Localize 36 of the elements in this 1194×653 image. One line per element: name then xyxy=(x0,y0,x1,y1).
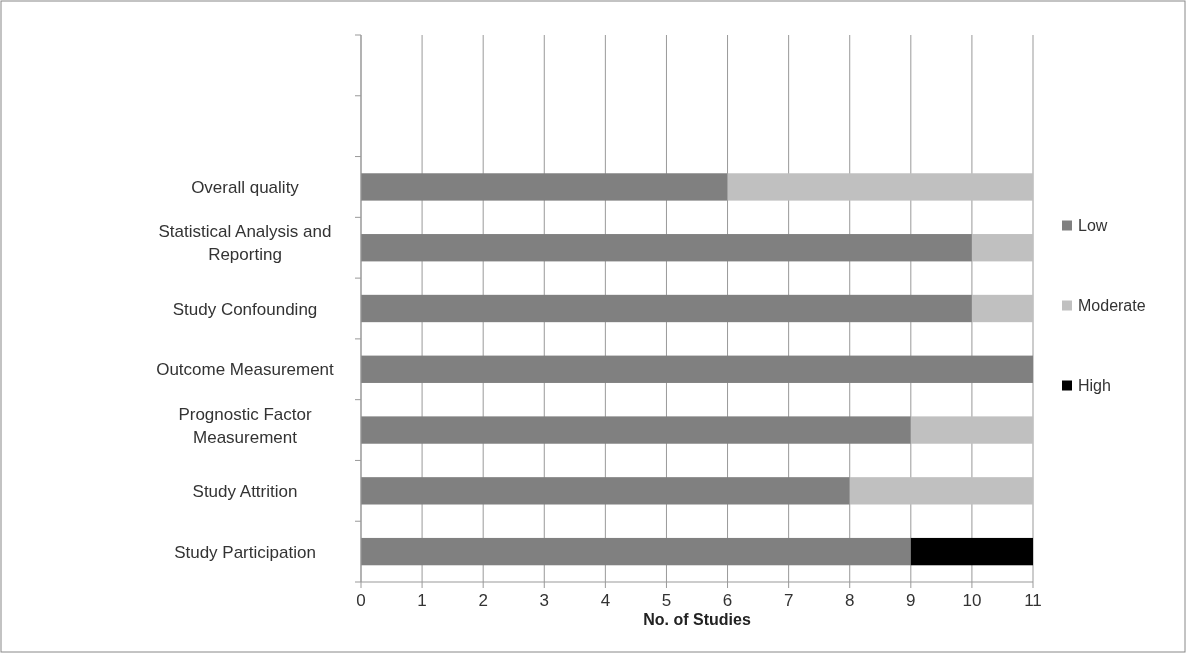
x-tick-label: 0 xyxy=(356,591,366,610)
x-tick-label: 1 xyxy=(417,591,427,610)
x-tick-label: 6 xyxy=(722,591,733,610)
bar xyxy=(727,173,1033,201)
y-tick-label: Study Participation xyxy=(174,542,316,562)
x-tick-label: 2 xyxy=(478,591,488,610)
bar xyxy=(910,537,1033,566)
x-tick-label: 7 xyxy=(783,591,794,610)
bar xyxy=(971,294,1033,323)
y-tick-label: Statistical Analysis and Reporting xyxy=(158,222,332,265)
x-tick-label: 9 xyxy=(906,591,916,610)
y-tick-label: Study Attrition xyxy=(192,481,298,501)
x-tick-label: 5 xyxy=(661,591,672,610)
bar xyxy=(361,416,911,444)
y-tick-label: Study Confounding xyxy=(172,299,318,319)
bar xyxy=(910,416,1033,444)
bar xyxy=(971,234,1033,262)
y-tick-label: Outcome Measurement xyxy=(156,360,335,380)
x-axis-title: No. of Studies xyxy=(643,611,751,628)
x-tick-label: 3 xyxy=(539,591,550,610)
bar xyxy=(361,234,972,262)
bar xyxy=(361,294,972,323)
y-tick-label: Overall quality xyxy=(191,177,300,197)
bar xyxy=(361,355,1033,383)
x-tick-label: 11 xyxy=(1024,591,1042,610)
x-tick-label: 8 xyxy=(844,591,855,610)
legend-label: Moderate xyxy=(1078,296,1146,314)
legend-label: High xyxy=(1078,376,1111,394)
bar xyxy=(361,537,911,566)
y-tick-label: Prognostic Factor Measurement xyxy=(178,404,312,447)
bar xyxy=(361,477,850,505)
x-tick-label: 10 xyxy=(962,591,982,610)
bar xyxy=(849,477,1033,505)
x-tick-label: 4 xyxy=(600,591,611,610)
legend-label: Low xyxy=(1078,216,1108,234)
bar xyxy=(361,173,728,201)
